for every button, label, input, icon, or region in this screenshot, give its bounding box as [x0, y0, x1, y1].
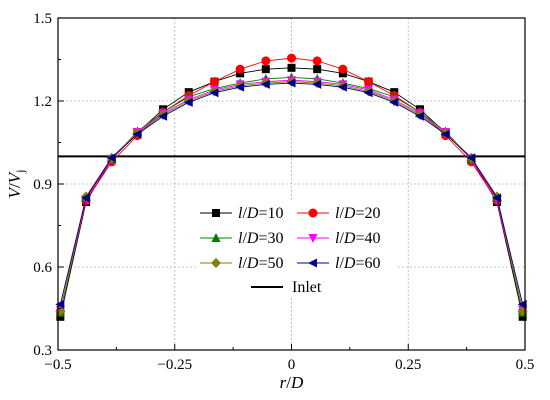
legend-label-var: l [238, 255, 243, 272]
legend-background [196, 200, 396, 298]
series-point [235, 64, 245, 74]
series-point [364, 77, 374, 87]
legend-item: l/D=60 [297, 255, 381, 272]
y-axis-label-subscript: j [13, 170, 27, 174]
x-axis-label-sep: / [286, 373, 291, 392]
series-point [106, 153, 116, 163]
series-point [209, 77, 219, 87]
y-axis-label-sep: / [5, 183, 24, 188]
legend-item: l/D=20 [297, 205, 381, 222]
y-tick-label: 0.9 [33, 177, 52, 193]
y-axis-label: V/Vj [5, 170, 27, 199]
legend-label-var: l [238, 230, 243, 247]
x-axis-label-var2: D [290, 373, 304, 392]
legend-label-value: =10 [258, 205, 283, 222]
legend-swatch-marker [308, 208, 318, 218]
legend-label-value: =50 [258, 255, 283, 272]
legend-label-var2: D [246, 205, 259, 222]
x-tick-label: 0 [288, 357, 296, 373]
series-point [209, 88, 219, 98]
legend-label: l/D=10 [238, 205, 284, 222]
legend-label: l/D=20 [335, 205, 381, 222]
y-axis-label-var2: V [5, 170, 24, 183]
x-tick-label: −0.5 [44, 357, 71, 373]
legend-swatch-marker [308, 234, 318, 243]
legend-label-sep: / [339, 230, 344, 247]
y-tick-label: 1.2 [33, 94, 52, 110]
series-point [440, 129, 450, 139]
series-point [56, 312, 65, 321]
series-point [81, 193, 91, 203]
series-point [261, 56, 271, 66]
legend-item-inlet: Inlet [251, 279, 322, 296]
legend-label-var: l [335, 205, 340, 222]
legend-swatch-marker [308, 258, 317, 268]
y-tick-label: 1.5 [33, 11, 52, 27]
legend-label-var2: D [246, 230, 259, 247]
legend-item: l/D=10 [200, 205, 284, 222]
legend-label: l/D=40 [335, 230, 381, 247]
legend-label-sep: / [339, 255, 344, 272]
legend-swatch-marker [212, 209, 220, 217]
series-point [287, 53, 296, 63]
legend-label-var: l [335, 255, 340, 272]
series-6 [55, 78, 527, 309]
series-point [235, 82, 245, 92]
legend-item: l/D=30 [200, 230, 284, 247]
legend-swatch-marker [211, 233, 221, 242]
series-point [312, 79, 322, 89]
series-point [55, 299, 65, 309]
series-point [312, 56, 322, 66]
y-tick-label: 0.3 [33, 343, 52, 359]
series-point [389, 97, 399, 107]
legend-label-value: =20 [355, 205, 380, 222]
series-point [132, 129, 142, 139]
x-axis-label-var: r [280, 373, 287, 392]
y-axis-label-var: V [5, 185, 24, 198]
series-point [286, 78, 296, 88]
series-point [261, 65, 270, 74]
legend-label-value: =30 [258, 230, 283, 247]
legend-item: l/D=40 [297, 230, 381, 247]
legend-label: l/D=60 [335, 255, 381, 272]
legend-label-sep: / [242, 205, 247, 222]
series-point [338, 64, 348, 74]
series-point [466, 153, 476, 163]
legend-label: Inlet [292, 279, 322, 296]
series-point [287, 63, 296, 72]
series-point [313, 65, 322, 74]
series-point [337, 82, 347, 92]
legend-label: l/D=50 [238, 255, 284, 272]
legend-label-sep: / [339, 205, 344, 222]
y-tick-label: 0.6 [33, 260, 52, 276]
legend-label-sep: / [242, 255, 247, 272]
legend-swatch-marker [211, 258, 221, 268]
legend-label-value: =60 [355, 255, 380, 272]
series-point [260, 79, 270, 89]
legend-label-var: l [238, 205, 243, 222]
series-point [491, 193, 501, 203]
series-group [55, 53, 528, 321]
x-axis-label: r/D [280, 373, 304, 392]
legend: l/D=10 l/D=20l/D=30 l/D=40l/D=50 l/D=60Inle… [196, 200, 396, 298]
series-point [158, 111, 168, 121]
legend-label-var2: D [343, 205, 356, 222]
legend-item: l/D=50 [200, 255, 284, 272]
legend-label-var2: D [246, 255, 259, 272]
axis-ticks: −0.5 −0.25 0 0.25 0.5 0.3 0.6 0.9 1.2 1.5 [33, 11, 534, 373]
series-point [518, 312, 527, 321]
series-point [183, 97, 193, 107]
legend-label-var: l [335, 230, 340, 247]
legend-label-value: =40 [355, 230, 380, 247]
legend-label-var2: D [343, 255, 356, 272]
series-point [363, 88, 373, 98]
legend-label: l/D=30 [238, 230, 284, 247]
x-tick-label: −0.25 [157, 357, 192, 373]
series-point [414, 111, 424, 121]
legend-label-var2: D [343, 230, 356, 247]
legend-label-sep: / [242, 230, 247, 247]
x-tick-label: 0.5 [516, 357, 535, 373]
x-tick-label: 0.25 [395, 357, 421, 373]
